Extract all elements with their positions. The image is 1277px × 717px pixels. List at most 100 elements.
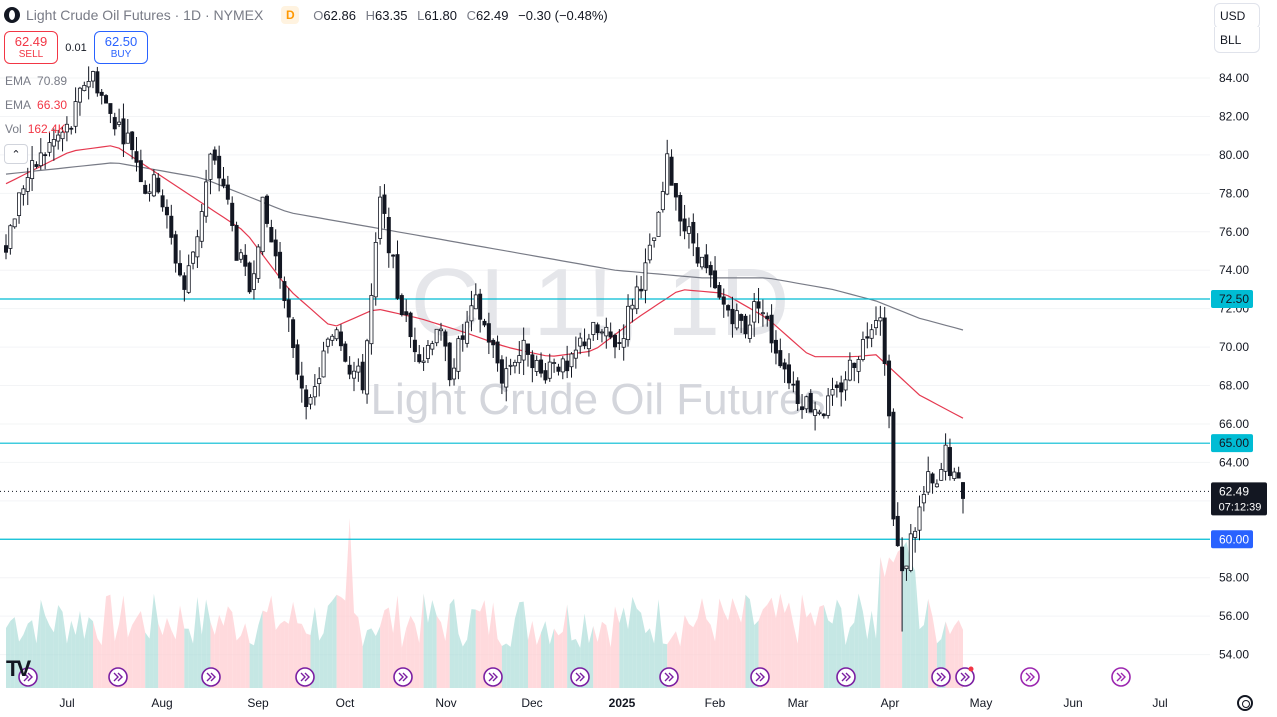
- volume-segment: [271, 595, 276, 688]
- volume-segment: [558, 631, 563, 688]
- buy-button[interactable]: 62.50 BUY: [94, 31, 148, 64]
- candle-down: [360, 361, 365, 391]
- volume-segment: [793, 623, 798, 688]
- spread-value: 0.01: [65, 41, 87, 54]
- double-chevron-right-icon[interactable]: [931, 667, 951, 687]
- volume-segment: [732, 598, 737, 688]
- volume-segment: [123, 595, 128, 688]
- sell-button[interactable]: 62.49 SELL: [4, 31, 58, 64]
- double-chevron-right-icon[interactable]: [836, 667, 856, 687]
- time-tick-label: May: [970, 696, 993, 710]
- candle-up: [191, 251, 196, 264]
- candle-up: [591, 321, 596, 335]
- candle-up: [847, 359, 852, 381]
- volume-segment: [854, 593, 859, 688]
- volume-segment: [219, 614, 224, 688]
- double-chevron-right-icon[interactable]: [393, 667, 413, 687]
- volume-segment: [641, 612, 646, 688]
- currency-selector[interactable]: USD: [1214, 3, 1260, 29]
- candle-up: [552, 362, 557, 364]
- candle-down: [273, 239, 278, 257]
- volume-segment: [919, 625, 924, 688]
- candle-up: [365, 340, 370, 395]
- volume-segment: [71, 620, 76, 688]
- candle-down: [887, 360, 892, 417]
- volume-segment: [823, 604, 829, 688]
- candle-up: [86, 81, 91, 88]
- unit-selector[interactable]: BLL: [1214, 27, 1260, 53]
- candle-up: [826, 395, 831, 416]
- volume-segment: [158, 623, 163, 688]
- symbol-title[interactable]: Light Crude Oil Futures · 1D · NYMEX: [26, 7, 264, 23]
- collapse-legend-button[interactable]: ⌃: [4, 144, 28, 164]
- double-chevron-right-icon[interactable]: [1020, 667, 1040, 687]
- volume-segment: [745, 594, 750, 688]
- double-chevron-right-icon[interactable]: [1111, 667, 1131, 687]
- candle-up: [151, 174, 156, 197]
- candle-up: [508, 364, 513, 367]
- time-tick-label: Aug: [151, 696, 172, 710]
- candle-up: [456, 338, 461, 372]
- double-chevron-right-icon[interactable]: [483, 667, 503, 687]
- volume-segment: [293, 601, 298, 688]
- double-chevron-right-icon[interactable]: [955, 667, 975, 687]
- time-tick-label: Jun: [1063, 696, 1082, 710]
- ema-slow-line: [5, 162, 964, 331]
- indicator-ema-fast[interactable]: EMA 66.30: [5, 98, 68, 112]
- volume-segment: [910, 562, 916, 688]
- candle-down: [721, 296, 726, 305]
- candle-down: [791, 383, 796, 386]
- volume-segment: [762, 604, 768, 688]
- candle-up: [351, 370, 356, 379]
- double-chevron-right-icon[interactable]: [108, 667, 128, 687]
- double-chevron-right-icon[interactable]: [295, 667, 315, 687]
- volume-segment: [280, 620, 285, 688]
- volume-segment: [789, 602, 794, 688]
- indicator-volume[interactable]: Vol 162.4K: [5, 122, 66, 136]
- volume-segment: [862, 611, 868, 688]
- volume-segment: [541, 621, 546, 688]
- candle-up: [64, 123, 69, 133]
- double-chevron-right-icon[interactable]: [201, 667, 221, 687]
- candle-down: [556, 366, 561, 372]
- volume-segment: [436, 615, 441, 688]
- double-chevron-right-icon[interactable]: [659, 667, 679, 687]
- candle-up: [760, 312, 765, 315]
- delayed-badge[interactable]: D: [281, 6, 300, 24]
- candle-up: [578, 337, 583, 347]
- gear-icon[interactable]: [1237, 695, 1253, 711]
- double-chevron-right-icon[interactable]: [570, 667, 590, 687]
- candle-down: [639, 288, 644, 292]
- candle-down: [539, 359, 544, 374]
- ema-fast-line: [5, 145, 964, 419]
- volume-segment: [323, 605, 328, 688]
- chart-watermark: CL1!, 1D Light Crude Oil Futures: [371, 249, 826, 424]
- volume-segment: [236, 635, 241, 688]
- volume-segment: [562, 604, 568, 688]
- volume-segment: [367, 628, 372, 688]
- double-chevron-right-icon[interactable]: [750, 667, 770, 687]
- price-tick-label: 78.00: [1219, 186, 1249, 200]
- candle-up: [573, 349, 578, 359]
- candle-down: [399, 295, 404, 316]
- trade-panel: 62.49 SELL 0.01 62.50 BUY: [4, 31, 148, 64]
- candle-down: [4, 245, 9, 253]
- candle-down: [34, 164, 39, 167]
- candle-down: [417, 354, 422, 363]
- volume-segment: [654, 599, 659, 688]
- candle-up: [251, 273, 256, 290]
- candle-up: [421, 360, 426, 363]
- volume-segment: [371, 628, 376, 688]
- price-tick-label: 64.00: [1219, 455, 1249, 469]
- volume-segment: [501, 643, 507, 688]
- time-tick-label: Jul: [59, 696, 74, 710]
- price-tick-label: 68.00: [1219, 379, 1249, 393]
- volume-segment: [340, 597, 346, 688]
- candle-down: [247, 262, 252, 293]
- volume-segment: [245, 623, 250, 688]
- double-chevron-right-icon[interactable]: [18, 667, 38, 687]
- tradingview-logo-icon[interactable]: TV: [6, 656, 31, 681]
- volume-segment: [284, 620, 289, 688]
- indicator-ema-slow[interactable]: EMA 70.89: [5, 74, 68, 88]
